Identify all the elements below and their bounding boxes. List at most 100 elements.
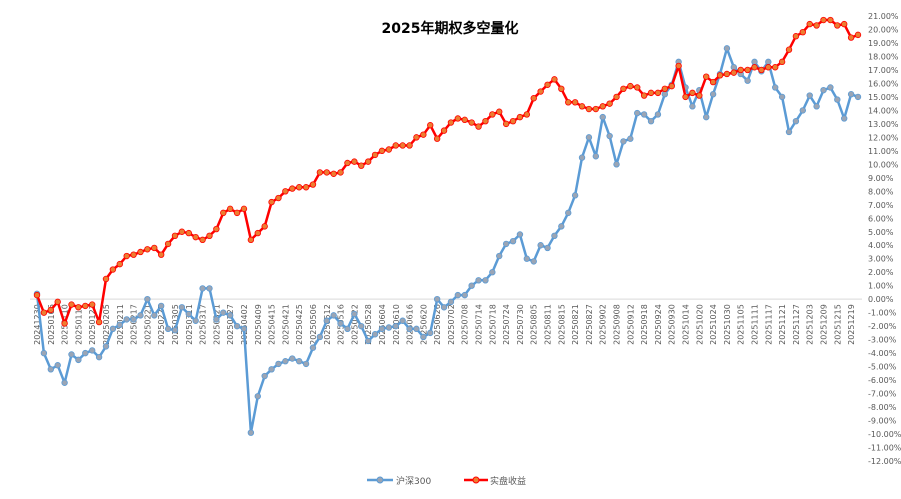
data-point: [171, 326, 179, 334]
x-tick-label: 20250811: [544, 304, 553, 345]
data-point: [289, 185, 296, 192]
data-point: [703, 73, 710, 80]
data-point: [772, 84, 779, 91]
data-point: [247, 236, 255, 244]
y-tick-label: 8.00%: [868, 187, 894, 196]
data-point: [109, 325, 117, 333]
data-point: [399, 142, 406, 149]
x-tick-label: 20250902: [599, 304, 608, 345]
data-point: [668, 82, 675, 90]
y-tick-label: -1.00%: [868, 309, 897, 318]
data-point: [247, 429, 255, 436]
data-point: [75, 304, 82, 311]
data-point: [226, 205, 234, 213]
data-point: [509, 237, 517, 245]
data-point: [151, 312, 158, 319]
x-tick-label: 20251121: [778, 304, 787, 345]
data-point: [613, 161, 620, 168]
data-point: [102, 343, 110, 350]
x-tick-label: 20250528: [364, 304, 373, 345]
chart-title: 2025年期权多空量化: [382, 20, 519, 37]
data-point: [102, 275, 110, 283]
x-tick-label: 20250924: [654, 304, 663, 345]
y-tick-label: 7.00%: [868, 201, 894, 210]
data-point: [723, 45, 731, 52]
data-point: [130, 251, 137, 258]
data-point: [537, 88, 544, 95]
data-point: [627, 135, 634, 142]
y-tick-label: 0.00%: [868, 295, 894, 304]
data-point: [813, 22, 820, 29]
x-axis: 2024123020250106202501102025011620250122…: [33, 304, 856, 345]
data-point: [392, 142, 399, 149]
data-point: [282, 188, 289, 195]
data-point: [640, 92, 648, 99]
data-point: [440, 127, 448, 134]
x-tick-label: 20250227: [157, 304, 166, 345]
data-point: [634, 84, 641, 91]
data-point: [302, 360, 310, 368]
x-tick-label: 20250918: [640, 304, 649, 345]
data-point: [647, 117, 655, 125]
data-point: [157, 302, 165, 310]
data-point: [571, 192, 579, 199]
data-point: [275, 194, 282, 202]
x-tick-label: 20250708: [461, 304, 470, 345]
data-point: [164, 240, 172, 248]
data-point: [751, 58, 758, 66]
data-point: [54, 362, 61, 369]
y-tick-label: -6.00%: [868, 376, 897, 385]
data-point: [261, 372, 268, 380]
data-point: [123, 252, 130, 260]
data-point: [537, 242, 544, 249]
data-point: [185, 310, 192, 318]
data-point: [502, 120, 510, 128]
data-point: [75, 356, 82, 364]
data-point: [123, 316, 130, 323]
x-tick-label: 20251117: [764, 304, 773, 345]
data-point: [475, 123, 482, 130]
data-point: [647, 89, 655, 97]
x-tick-label: 20250821: [571, 304, 580, 345]
data-point: [199, 285, 206, 292]
x-tick-label: 20251127: [792, 304, 801, 345]
data-point: [178, 228, 186, 235]
data-point: [592, 153, 600, 160]
x-tick-label: 20250930: [668, 304, 677, 345]
legend-item-csi300[interactable]: 沪深300: [367, 475, 431, 487]
data-point: [330, 312, 337, 319]
data-point: [309, 181, 317, 188]
y-tick-label: 10.00%: [868, 160, 899, 169]
legend-label-csi300: 沪深300: [396, 475, 431, 487]
data-point: [482, 117, 489, 125]
series-layer: [33, 16, 862, 436]
x-tick-label: 20250311: [185, 304, 194, 345]
x-tick-label: 20250106: [47, 304, 56, 345]
data-point: [289, 355, 296, 362]
legend-marker-csi300: [376, 476, 384, 484]
legend-item-live-return[interactable]: 实盘收益: [464, 475, 526, 487]
data-point: [151, 244, 158, 252]
y-tick-label: -8.00%: [868, 403, 897, 412]
data-point: [344, 159, 351, 167]
y-tick-label: -10.00%: [868, 430, 901, 439]
data-point: [385, 324, 393, 331]
x-tick-label: 20251209: [820, 304, 829, 345]
data-point: [530, 258, 537, 265]
data-point: [447, 119, 455, 126]
y-tick-label: 20.00%: [868, 25, 899, 34]
data-point: [461, 116, 468, 124]
y-tick-label: 19.00%: [868, 39, 899, 48]
data-point: [413, 325, 420, 333]
y-tick-label: 2.00%: [868, 268, 894, 277]
data-point: [116, 321, 123, 329]
y-tick-label: -3.00%: [868, 336, 897, 345]
data-point: [599, 103, 606, 110]
data-point: [696, 92, 703, 99]
data-point: [578, 103, 586, 110]
data-point: [316, 333, 324, 341]
legend-marker-live-return: [472, 476, 480, 484]
y-tick-label: 15.00%: [868, 93, 899, 102]
data-point: [544, 81, 551, 88]
data-point: [661, 85, 669, 93]
